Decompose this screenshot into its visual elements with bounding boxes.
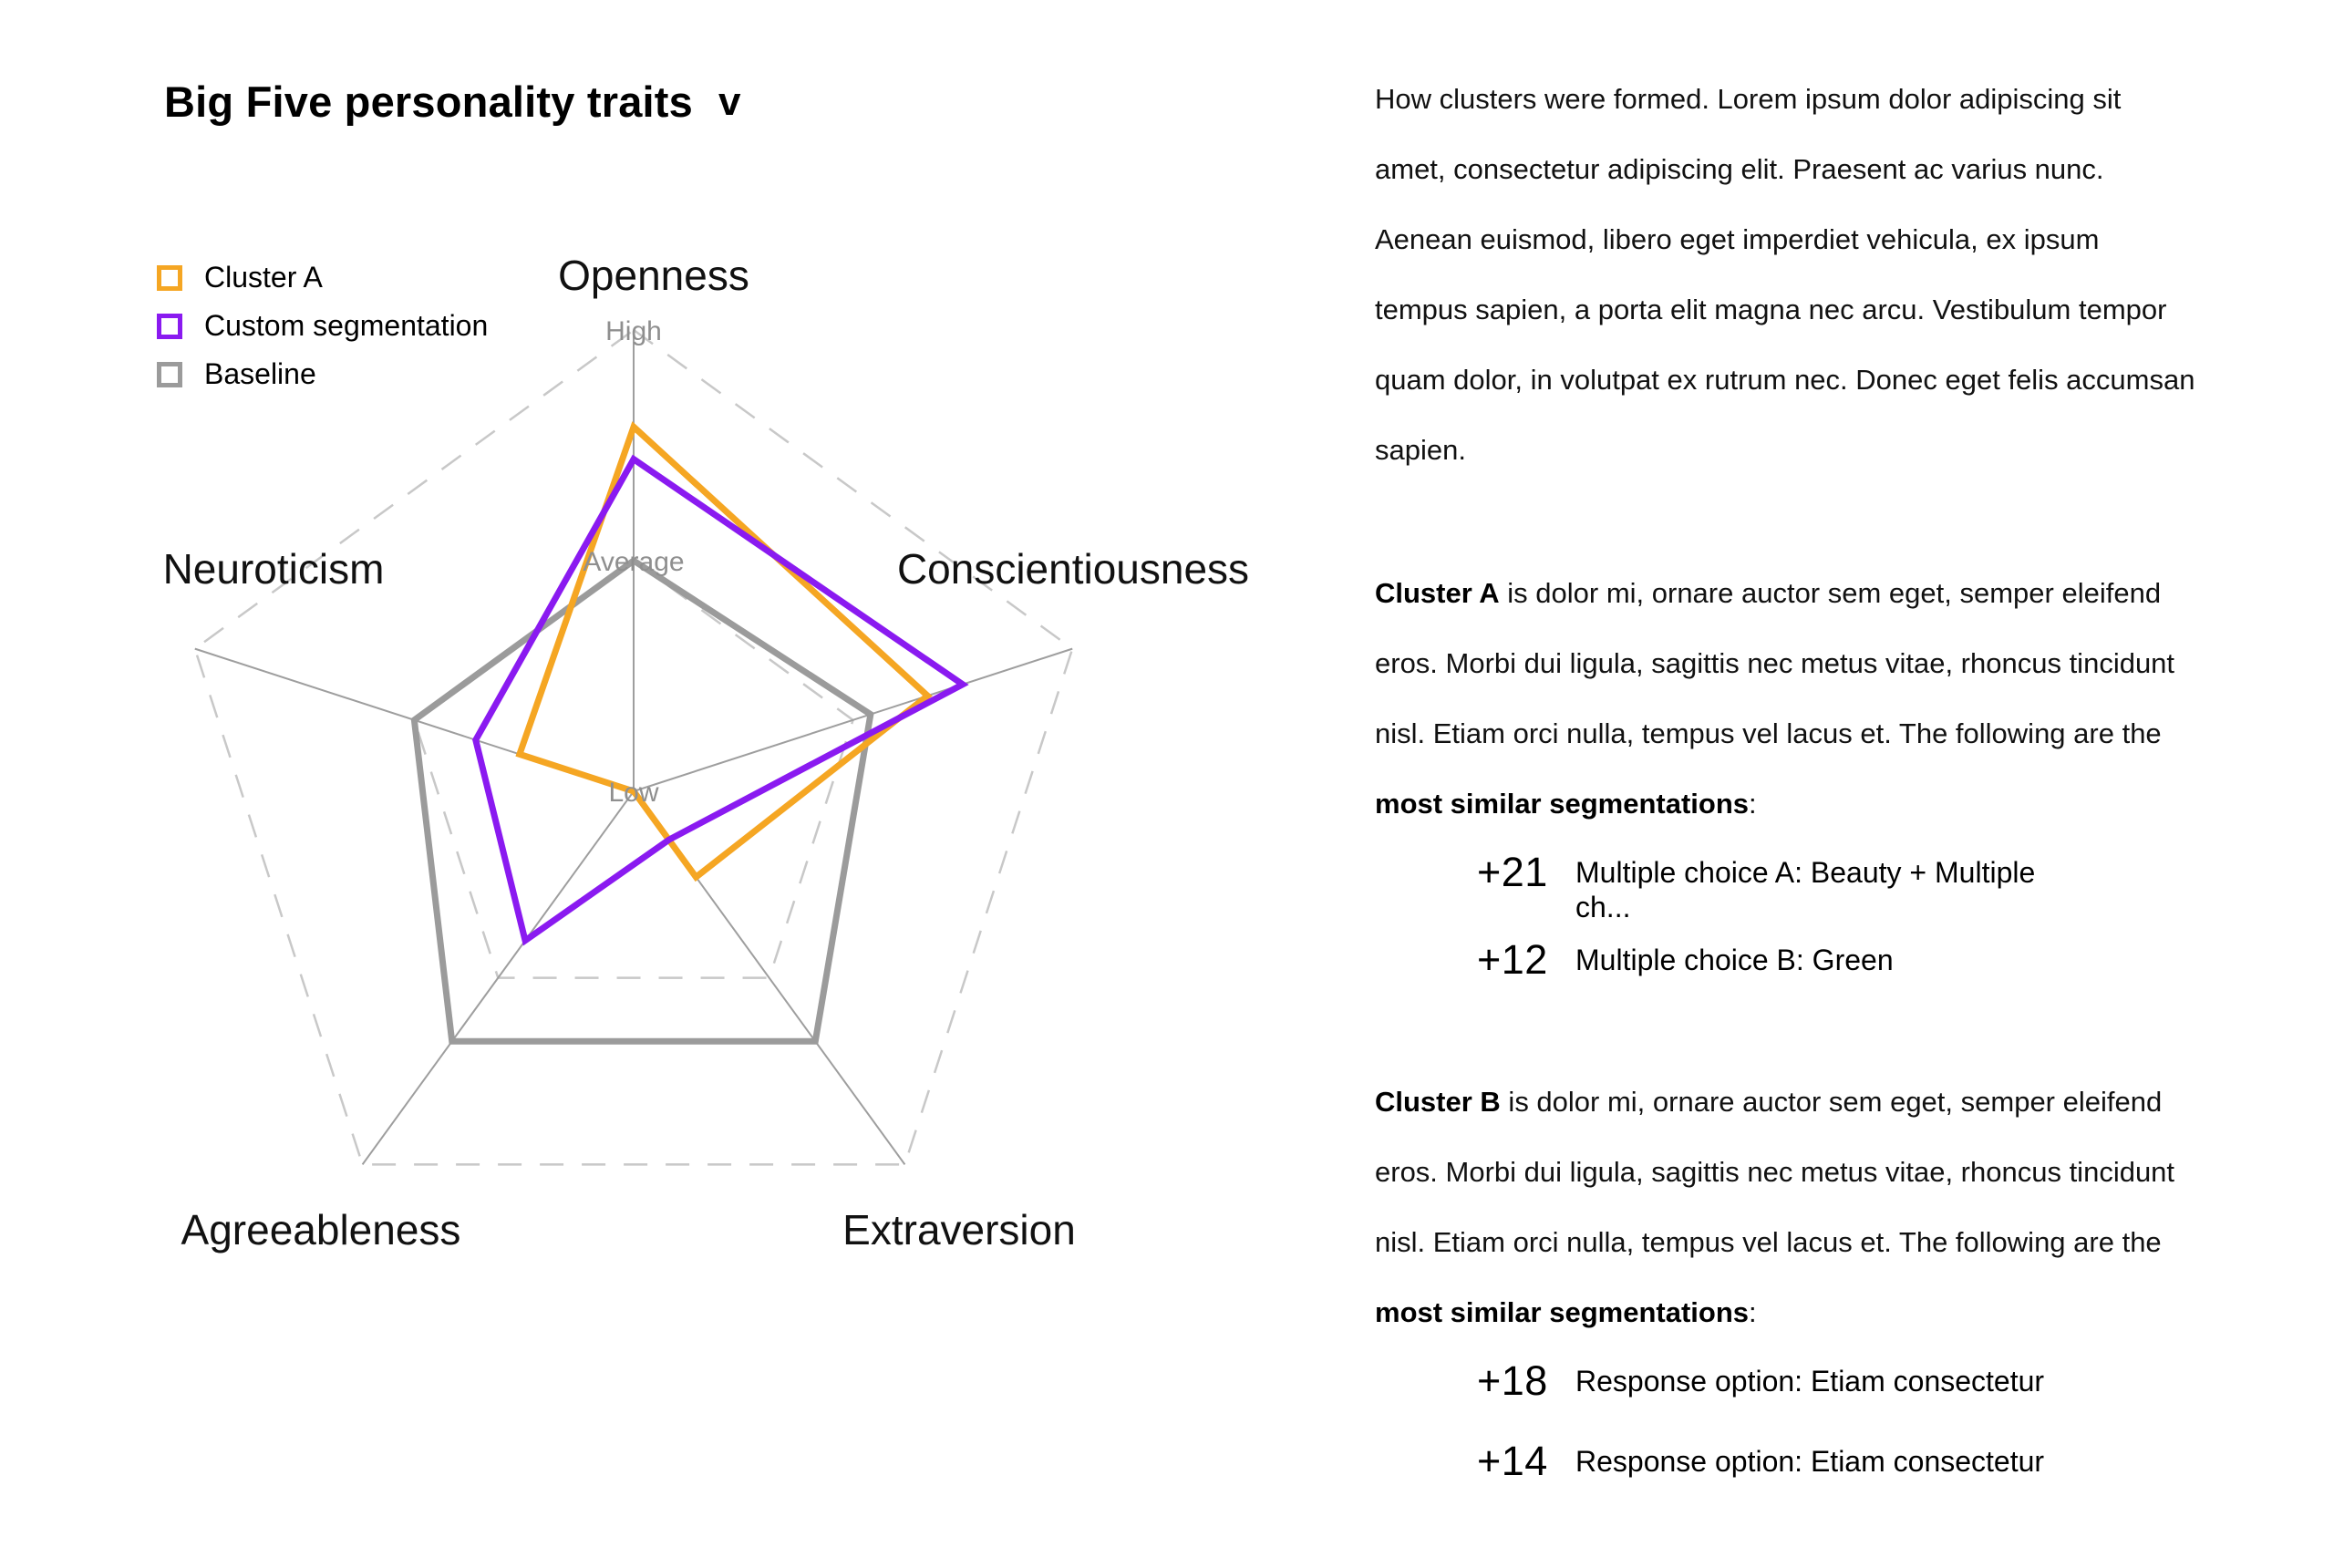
chart-title-dropdown[interactable]: Big Five personality traits v (164, 77, 741, 127)
radar-level-label: Low (608, 778, 658, 808)
similar-segmentations-list: +21 Multiple choice A: Beauty + Multiple… (1477, 850, 2195, 983)
legend-label: Cluster A (204, 261, 323, 294)
radar-axis-label: Neuroticism (163, 545, 385, 593)
legend-label: Baseline (204, 357, 316, 390)
chart-legend: Cluster A Custom segmentation Baseline (157, 253, 488, 398)
legend-swatch (157, 361, 182, 387)
radar-axis-label: Agreeableness (181, 1206, 461, 1253)
legend-item-custom-segmentation[interactable]: Custom segmentation (157, 302, 488, 350)
radar-level-label: High (605, 316, 662, 346)
radar-axis-label: Openness (558, 252, 749, 299)
legend-item-baseline[interactable]: Baseline (157, 350, 488, 398)
segmentation-item[interactable]: +18 Response option: Etiam consectetur (1477, 1358, 2195, 1404)
segmentation-label: Response option: Etiam consectetur (1575, 1445, 2045, 1478)
radar-spoke (361, 790, 635, 1165)
segmentation-score: +12 (1477, 936, 1548, 983)
legend-label: Custom segmentation (204, 309, 489, 342)
cluster-text: is dolor mi, ornare auctor sem eget, sem… (1375, 1086, 2175, 1258)
radar-grid-ring (193, 328, 1074, 1166)
radar-axis-label: Extraversion (842, 1206, 1076, 1253)
radar-series-cluster-a (515, 421, 933, 882)
cluster-emphasis: most similar segmentations (1375, 1296, 1750, 1328)
cluster-text: is dolor mi, ornare auctor sem eget, sem… (1375, 577, 2175, 749)
segmentation-score: +14 (1477, 1438, 1548, 1484)
segmentation-item[interactable]: +14 Response option: Etiam consectetur (1477, 1439, 2195, 1484)
radar-axis-label: Conscientiousness (897, 545, 1249, 593)
cluster-suffix: : (1749, 788, 1757, 820)
cluster-a-description: Cluster A is dolor mi, ornare auctor sem… (1375, 558, 2195, 839)
legend-swatch (157, 264, 182, 291)
cluster-name: Cluster A (1375, 577, 1500, 609)
clusters-intro-text: How clusters were formed. Lorem ipsum do… (1375, 83, 2195, 466)
radar-chart: Low Average High Openness Conscientiousness E… (163, 252, 1249, 1253)
radar-series-custom-segmentation (472, 454, 969, 946)
legend-item-cluster-a[interactable]: Cluster A (157, 253, 488, 302)
cluster-emphasis: most similar segmentations (1375, 788, 1750, 820)
radar-grid-ring (412, 559, 855, 979)
segmentation-item[interactable]: +12 Multiple choice B: Green (1477, 937, 2195, 983)
cluster-name: Cluster B (1375, 1086, 1501, 1118)
segmentation-item[interactable]: +21 Multiple choice A: Beauty + Multiple… (1477, 850, 2195, 924)
cluster-suffix: : (1749, 1296, 1757, 1328)
radar-level-label: Average (583, 547, 684, 577)
radar-spoke (633, 647, 1073, 792)
segmentation-label: Multiple choice B: Green (1575, 944, 1894, 976)
radar-labels: Low Average High Openness Conscientiousness E… (163, 252, 1249, 1253)
legend-swatch (157, 313, 182, 339)
chevron-down-icon[interactable]: v (718, 78, 741, 124)
segmentation-label: Response option: Etiam consectetur (1575, 1365, 2045, 1398)
chart-title: Big Five personality traits (164, 77, 694, 126)
segmentation-score: +21 (1477, 849, 1548, 895)
radar-series-baseline (410, 556, 874, 1045)
similar-segmentations-list: +18 Response option: Etiam consectetur +… (1477, 1358, 2195, 1484)
cluster-a-section: Cluster A is dolor mi, ornare auctor sem… (1375, 558, 2195, 983)
cluster-b-description: Cluster B is dolor mi, ornare auctor sem… (1375, 1067, 2195, 1347)
radar-series (410, 421, 969, 1045)
cluster-description-panel: How clusters were formed. Lorem ipsum do… (1375, 64, 2195, 1497)
segmentation-score: +18 (1477, 1357, 1548, 1404)
segmentation-label: Multiple choice A: Beauty + Multiple ch.… (1575, 856, 2036, 923)
cluster-b-section: Cluster B is dolor mi, ornare auctor sem… (1375, 1067, 2195, 1484)
